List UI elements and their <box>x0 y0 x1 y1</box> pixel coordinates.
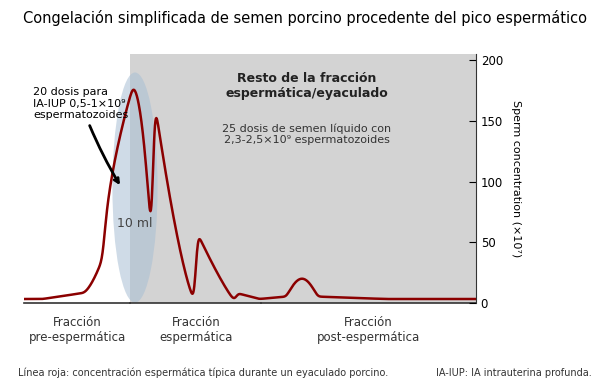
Text: 20 dosis para
IA-IUP 0,5-1×10⁹
espermatozoides: 20 dosis para IA-IUP 0,5-1×10⁹ espermato… <box>34 87 129 182</box>
Ellipse shape <box>112 73 157 303</box>
Text: 10 ml: 10 ml <box>117 217 152 230</box>
Text: Fracción
espermática: Fracción espermática <box>159 316 232 344</box>
Bar <box>131 54 476 303</box>
Text: Fracción
post-espermática: Fracción post-espermática <box>317 316 420 344</box>
Text: 25 dosis de semen líquido con
2,3-2,5×10⁹ espermatozoides: 25 dosis de semen líquido con 2,3-2,5×10… <box>222 123 391 146</box>
Text: Línea roja: concentración espermática típica durante un eyaculado porcino.: Línea roja: concentración espermática tí… <box>18 368 389 378</box>
Text: Fracción
pre-espermática: Fracción pre-espermática <box>29 316 126 344</box>
Text: Resto de la fracción
espermática/eyaculado: Resto de la fracción espermática/eyacula… <box>225 73 388 100</box>
Text: Congelación simplificada de semen porcino procedente del pico espermático: Congelación simplificada de semen porcin… <box>23 10 587 26</box>
Text: IA-IUP: IA intrauterina profunda.: IA-IUP: IA intrauterina profunda. <box>436 368 592 378</box>
Y-axis label: Sperm concentration (×10⁷): Sperm concentration (×10⁷) <box>511 100 521 257</box>
